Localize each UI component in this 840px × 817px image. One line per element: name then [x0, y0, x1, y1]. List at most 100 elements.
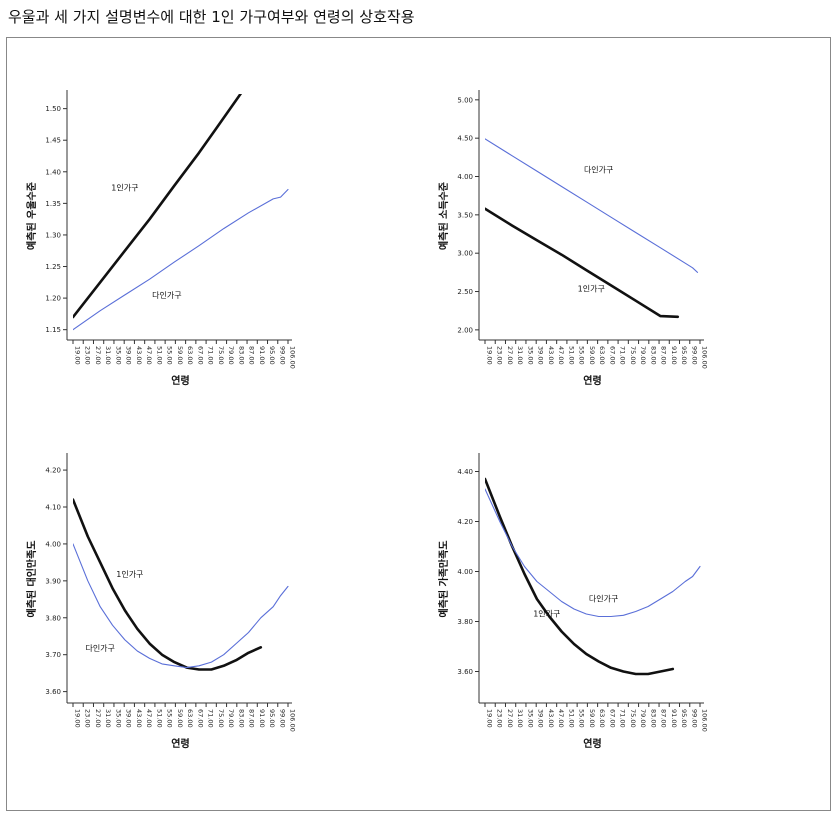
x-tick-label: 99.00 [278, 346, 286, 365]
x-tick-label: 23.00 [84, 346, 92, 365]
x-tick-label: 79.00 [639, 346, 647, 365]
x-tick-label: 55.00 [578, 346, 586, 365]
x-tick-label: 51.00 [567, 346, 575, 365]
x-tick-label: 59.00 [176, 709, 184, 728]
x-tick-label: 47.00 [557, 346, 565, 365]
x-tick-label: 91.00 [258, 346, 266, 365]
x-tick-label: 55.00 [578, 709, 586, 728]
series-annotation: 1인가구 [533, 609, 560, 619]
x-tick-label: 23.00 [84, 709, 92, 728]
x-tick-label: 71.00 [207, 709, 215, 728]
y-tick-label: 2.00 [457, 326, 473, 334]
x-tick-label: 95.00 [680, 709, 688, 728]
x-tick-label: 51.00 [155, 346, 163, 365]
x-tick-label: 91.00 [258, 709, 266, 728]
x-tick-label: 51.00 [567, 709, 575, 728]
chart-panel-family-satisfaction: 3.60 3.80 4.00 4.20 4.40 19.00 23.00 27.00 31.00… [437, 441, 817, 791]
x-tick-label: 23.00 [496, 346, 504, 365]
x-tick-label: 71.00 [207, 346, 215, 365]
x-tick-label: 39.00 [125, 709, 133, 728]
chart-svg: 1.15 1.20 1.25 1.30 1.35 1.40 1.45 1.50 19.00 23.… [25, 90, 297, 387]
x-tick-label: 39.00 [125, 346, 133, 365]
x-tick-label: 43.00 [135, 346, 143, 365]
y-tick-label: 3.50 [457, 211, 473, 219]
series-annotation: 다인가구 [589, 594, 618, 604]
x-tick-label: 35.00 [526, 709, 534, 728]
x-tick-label: 106.00 [289, 346, 297, 369]
x-axis-title: 연령 [171, 374, 189, 387]
series-annotation: 1인가구 [578, 284, 605, 294]
y-tick-label: 1.40 [45, 168, 61, 176]
x-tick-label: 87.00 [660, 709, 668, 728]
x-tick-label: 55.00 [166, 709, 174, 728]
series-group [485, 138, 699, 319]
x-tick-label: 51.00 [155, 709, 163, 728]
y-tick-label: 3.70 [45, 651, 61, 659]
series-group [485, 477, 701, 676]
y-tick-label: 1.35 [45, 200, 61, 208]
series-line-다인가구 [73, 543, 289, 669]
x-tick-label: 39.00 [537, 346, 545, 365]
x-tick-label: 71.00 [619, 709, 627, 728]
x-tick-label: 67.00 [196, 709, 204, 728]
x-tick-label: 39.00 [537, 709, 545, 728]
series-annotation: 다인가구 [152, 290, 181, 300]
y-tick-label: 3.90 [45, 577, 61, 585]
y-tick-label: 1.15 [45, 326, 61, 334]
x-tick-label: 27.00 [94, 346, 102, 365]
x-tick-label: 67.00 [608, 709, 616, 728]
x-tick-label: 99.00 [278, 709, 286, 728]
series-line-다인가구 [485, 138, 699, 273]
x-tick-label: 95.00 [268, 709, 276, 728]
x-tick-label: 27.00 [94, 709, 102, 728]
y-axis-title: 예측된 가족만족도 [437, 540, 450, 617]
x-tick-label: 79.00 [227, 346, 235, 365]
x-tick-label: 87.00 [248, 709, 256, 728]
y-tick-label: 4.00 [45, 540, 61, 548]
y-tick-label: 3.60 [45, 688, 61, 696]
x-axis-title: 연령 [583, 374, 601, 387]
y-tick-label: 3.60 [457, 668, 473, 676]
series-line-1인가구 [73, 498, 263, 671]
series-line-1인가구 [485, 477, 675, 676]
x-tick-label: 19.00 [74, 709, 82, 728]
x-tick-label: 35.00 [114, 709, 122, 728]
x-tick-label: 99.00 [690, 709, 698, 728]
x-tick-label: 35.00 [114, 346, 122, 365]
series-annotation: 1인가구 [111, 183, 138, 193]
chart-panel-depression: 1.15 1.20 1.25 1.30 1.35 1.40 1.45 1.50 19.00 23.… [25, 78, 405, 428]
y-tick-label: 4.00 [457, 173, 473, 181]
y-tick-label: 1.30 [45, 231, 61, 239]
x-tick-label: 63.00 [186, 346, 194, 365]
x-tick-label: 106.00 [289, 709, 297, 732]
x-tick-label: 95.00 [680, 346, 688, 365]
chart-svg: 3.60 3.80 4.00 4.20 4.40 19.00 23.00 27.00 31.00… [437, 453, 709, 750]
x-tick-label: 83.00 [237, 346, 245, 365]
x-tick-label: 67.00 [196, 346, 204, 365]
y-tick-label: 4.20 [457, 518, 473, 526]
y-tick-label: 4.20 [45, 467, 61, 475]
x-tick-label: 47.00 [557, 709, 565, 728]
y-tick-label: 3.80 [45, 614, 61, 622]
x-tick-label: 75.00 [629, 346, 637, 365]
x-tick-label: 31.00 [104, 709, 112, 728]
series-group [73, 498, 289, 671]
x-tick-label: 19.00 [486, 709, 494, 728]
x-axis-title: 연령 [583, 737, 601, 750]
x-tick-label: 43.00 [135, 709, 143, 728]
y-tick-label: 4.00 [457, 568, 473, 576]
x-tick-label: 106.00 [701, 346, 709, 369]
chart-svg: 2.00 2.50 3.00 3.50 4.00 4.50 5.00 19.00 23.00 27… [437, 90, 709, 387]
x-tick-label: 59.00 [176, 346, 184, 365]
x-tick-label: 59.00 [588, 709, 596, 728]
series-annotation: 다인가구 [584, 165, 613, 175]
x-tick-label: 55.00 [166, 346, 174, 365]
y-tick-label: 2.50 [457, 288, 473, 296]
y-axis-title: 예측된 대인만족도 [25, 540, 38, 617]
x-tick-label: 63.00 [598, 709, 606, 728]
x-tick-label: 79.00 [227, 709, 235, 728]
x-tick-label: 83.00 [237, 709, 245, 728]
x-tick-label: 91.00 [670, 346, 678, 365]
y-tick-label: 5.00 [457, 96, 473, 104]
y-tick-label: 1.20 [45, 295, 61, 303]
